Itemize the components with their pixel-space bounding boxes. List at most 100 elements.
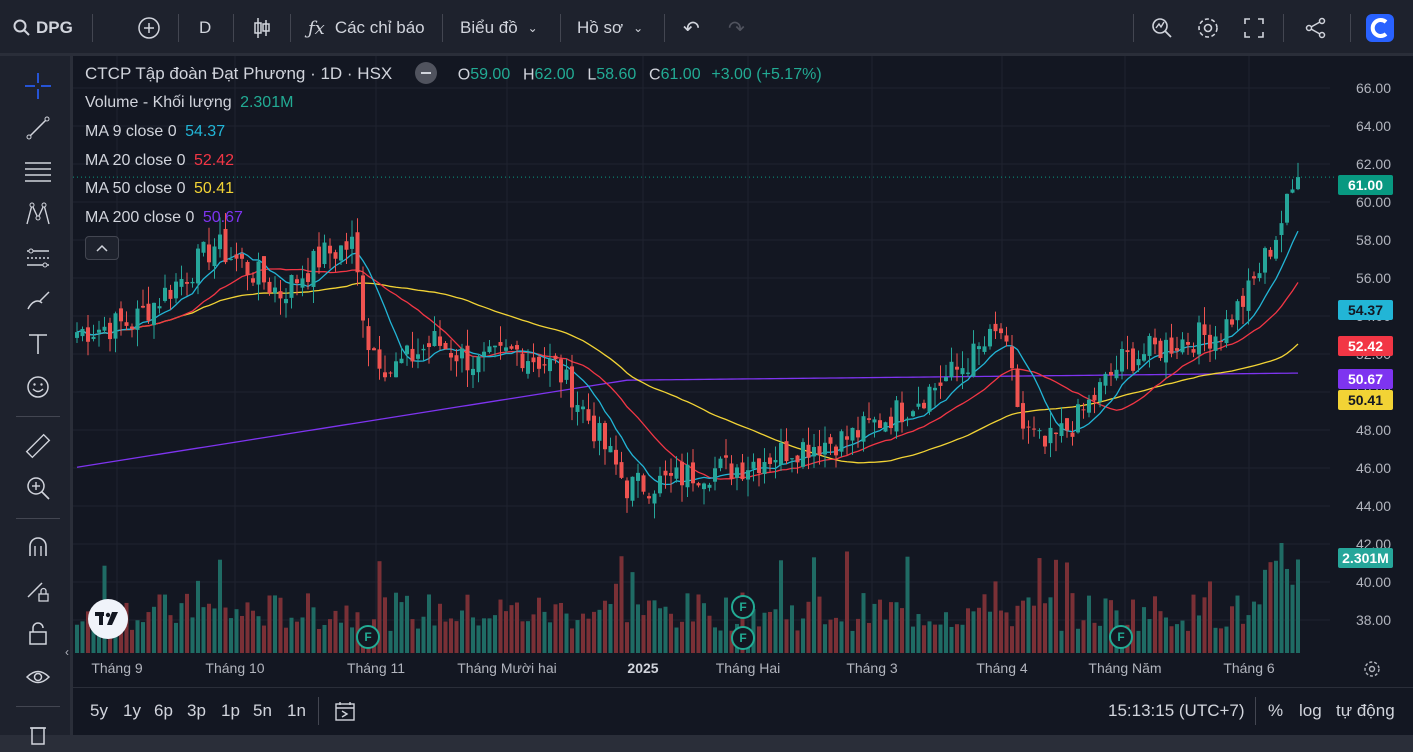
legend-ma20[interactable]: MA 20 close 0 52.42 <box>85 152 238 170</box>
volume-bar <box>652 600 657 653</box>
legend-collapse-button[interactable] <box>85 236 119 260</box>
volume-bar <box>850 630 855 653</box>
volume-bar <box>1021 600 1025 653</box>
alert-button[interactable] <box>1150 0 1174 56</box>
legend-ma50[interactable]: MA 50 close 0 50.41 <box>85 180 238 198</box>
volume-bar <box>1015 605 1020 653</box>
volume-bar <box>1164 617 1168 653</box>
candle-body <box>449 352 453 358</box>
log-toggle[interactable]: log <box>1299 701 1322 720</box>
range-1y[interactable]: 1y <box>123 701 141 720</box>
indicators-button[interactable]: ƒx Các chỉ báo <box>308 0 425 56</box>
volume-bar <box>394 592 398 653</box>
symbol-search[interactable]: DPG <box>12 0 73 56</box>
crosshair-tool[interactable] <box>20 68 56 104</box>
clock-timezone[interactable]: 15:13:15 (UTC+7) <box>1108 701 1245 720</box>
volume-bar <box>119 629 123 653</box>
undo-button[interactable]: ↶ <box>683 0 700 56</box>
candle-body <box>361 275 365 321</box>
candle-body <box>1131 348 1135 371</box>
trash-tool[interactable] <box>20 716 56 752</box>
tradingview-logo[interactable] <box>88 599 128 639</box>
price-scale-label: 56.00 <box>1355 270 1391 286</box>
visibility-tool[interactable] <box>20 659 56 695</box>
event-marker[interactable]: F <box>1109 625 1133 649</box>
percent-toggle[interactable]: % <box>1268 701 1284 720</box>
range-1n[interactable]: 1n <box>287 701 306 720</box>
forecast-tool[interactable] <box>20 240 56 276</box>
price-scale-label: 60.00 <box>1355 194 1391 210</box>
axis-settings-button[interactable] <box>1362 659 1382 679</box>
volume-bar <box>1103 598 1108 653</box>
event-marker[interactable]: F <box>731 595 755 619</box>
volume-bar <box>1169 626 1174 653</box>
price-chart[interactable] <box>73 56 1413 687</box>
volume-bar <box>432 625 437 653</box>
legend-ma200[interactable]: MA 200 close 0 50.67 <box>85 209 247 227</box>
profile-menu-label: Hồ sơ <box>577 18 624 37</box>
candle-body <box>724 455 728 458</box>
share-button[interactable] <box>1304 0 1328 56</box>
redo-button[interactable]: ↷ <box>728 0 745 56</box>
brush-tool[interactable] <box>20 283 56 319</box>
candle-body <box>878 420 882 428</box>
lock-drawings-tool[interactable] <box>20 573 56 609</box>
volume-bar <box>256 616 261 653</box>
candle-body <box>465 345 470 371</box>
ma50-price-tag: 50.41 <box>1338 390 1393 410</box>
volume-bar <box>845 551 849 653</box>
candle-body <box>784 441 789 462</box>
legend-ma9[interactable]: MA 9 close 0 54.37 <box>85 123 229 141</box>
fullscreen-button[interactable] <box>1243 0 1265 56</box>
fib-tool[interactable] <box>20 153 56 189</box>
volume-bar <box>1043 603 1047 653</box>
volume-bar <box>454 621 459 653</box>
chart-type-button[interactable] <box>252 0 272 56</box>
candle-body <box>828 437 833 444</box>
candle-body <box>1274 239 1278 259</box>
volume-bar <box>1290 584 1295 653</box>
volume-bar <box>812 557 816 653</box>
volume-bar <box>1147 619 1152 653</box>
compare-button[interactable] <box>137 0 161 56</box>
chart-pane[interactable]: CTCP Tập đoàn Đạt Phương · 1D · HSX O59.… <box>73 56 1413 687</box>
volume-bar <box>350 627 354 653</box>
range-6p[interactable]: 6p <box>154 701 173 720</box>
collapse-panel-handle[interactable]: ‹ <box>61 638 73 666</box>
volume-bar <box>768 611 772 653</box>
range-3p[interactable]: 3p <box>187 701 206 720</box>
pattern-tool[interactable] <box>20 196 56 232</box>
volume-bar <box>1230 606 1234 653</box>
candle-body <box>223 228 228 263</box>
settings-button[interactable] <box>1196 0 1220 56</box>
event-marker[interactable]: F <box>731 626 755 650</box>
legend-volume[interactable]: Volume - Khối lượng 2.301M <box>85 94 297 112</box>
measure-tool[interactable] <box>20 428 56 464</box>
candle-body <box>685 464 690 488</box>
volume-bar <box>1065 562 1069 653</box>
text-tool[interactable] <box>20 326 56 362</box>
lock-tool[interactable] <box>20 616 56 652</box>
interval-button[interactable]: D <box>199 18 212 37</box>
zoom-tool[interactable] <box>20 470 56 506</box>
profile-menu-button[interactable]: Hồ sơ ⌄ <box>577 0 643 56</box>
range-5n[interactable]: 5n <box>253 701 272 720</box>
legend-hide-button[interactable] <box>415 62 437 84</box>
range-5y[interactable]: 5y <box>90 701 108 720</box>
auto-scale-toggle[interactable]: tự động <box>1336 701 1395 720</box>
candle-body <box>845 436 849 440</box>
candle-body <box>971 343 976 377</box>
ma200-price-tag: 50.67 <box>1338 369 1393 389</box>
emoji-tool[interactable] <box>20 369 56 405</box>
event-marker[interactable]: F <box>356 625 380 649</box>
last-price-tag: 61.00 <box>1338 175 1393 195</box>
range-1p[interactable]: 1p <box>221 701 240 720</box>
candle-body <box>647 496 651 499</box>
goto-date-button[interactable] <box>333 688 357 734</box>
candle-body <box>1136 359 1141 366</box>
trendline-tool[interactable] <box>20 110 56 146</box>
candle-body <box>196 248 200 284</box>
magnet-tool[interactable] <box>20 529 56 565</box>
candle-body <box>86 327 90 342</box>
chart-menu-button[interactable]: Biểu đồ ⌄ <box>460 0 538 56</box>
